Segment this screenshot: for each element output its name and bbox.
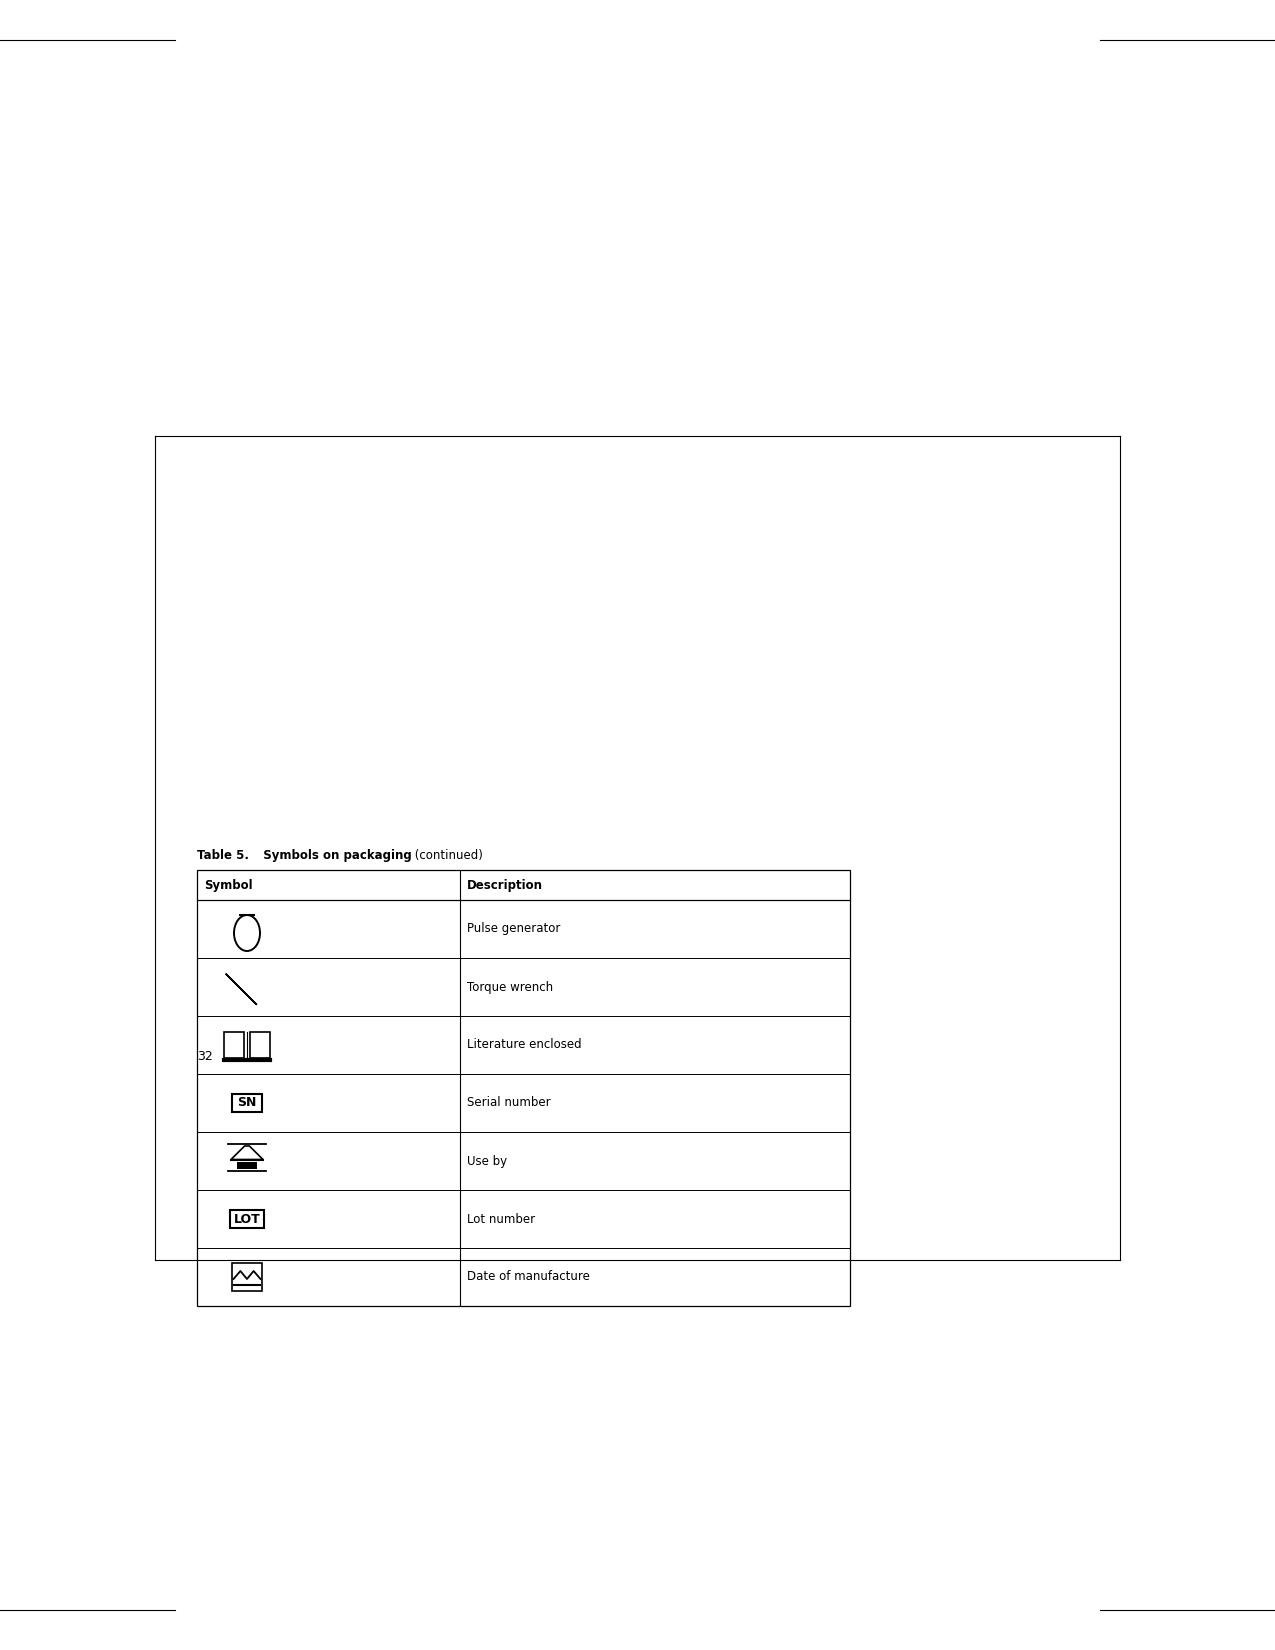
Text: Symbols on packaging: Symbols on packaging xyxy=(255,850,412,861)
Text: SN: SN xyxy=(237,1097,256,1109)
Text: Lot number: Lot number xyxy=(467,1213,536,1226)
Text: Serial number: Serial number xyxy=(467,1097,551,1109)
Bar xyxy=(237,1162,258,1168)
Text: 32: 32 xyxy=(198,1049,213,1063)
Text: Pulse generator: Pulse generator xyxy=(467,922,561,936)
Text: Literature enclosed: Literature enclosed xyxy=(467,1038,581,1051)
Text: Use by: Use by xyxy=(467,1155,507,1168)
Bar xyxy=(232,1094,261,1112)
Text: Torque wrench: Torque wrench xyxy=(467,980,553,993)
Text: Symbol: Symbol xyxy=(204,878,252,891)
Bar xyxy=(198,870,850,1307)
Text: Date of manufacture: Date of manufacture xyxy=(467,1270,590,1284)
Text: (continued): (continued) xyxy=(411,850,483,861)
Text: Description: Description xyxy=(467,878,543,891)
Bar xyxy=(232,1262,261,1290)
Text: LOT: LOT xyxy=(233,1213,260,1226)
Text: Table 5.: Table 5. xyxy=(198,850,249,861)
Bar xyxy=(231,1209,264,1228)
